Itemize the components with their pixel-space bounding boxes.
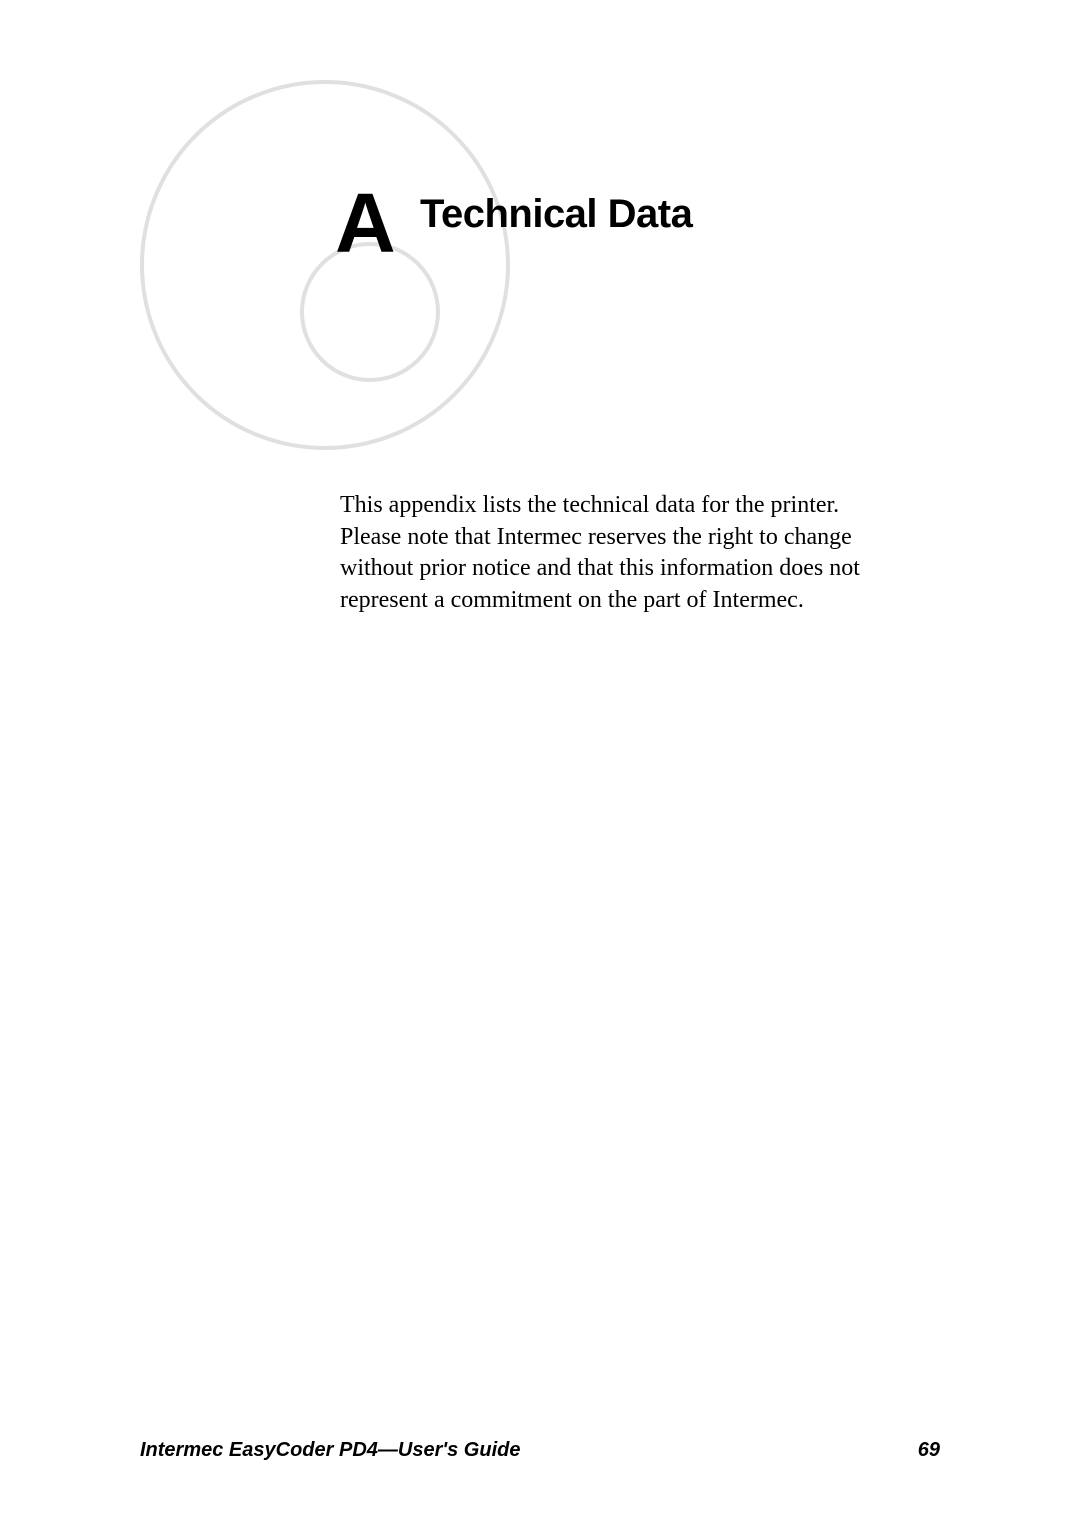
- page-footer: Intermec EasyCoder PD4—User's Guide 69: [140, 1439, 940, 1462]
- chapter-label: A: [335, 175, 394, 272]
- chapter-title: Technical Data: [420, 192, 692, 237]
- chapter-header: A Technical Data: [140, 80, 940, 480]
- page-number: 69: [918, 1439, 940, 1462]
- body-paragraph: This appendix lists the technical data f…: [340, 490, 900, 617]
- footer-document-title: Intermec EasyCoder PD4—User's Guide: [140, 1439, 520, 1462]
